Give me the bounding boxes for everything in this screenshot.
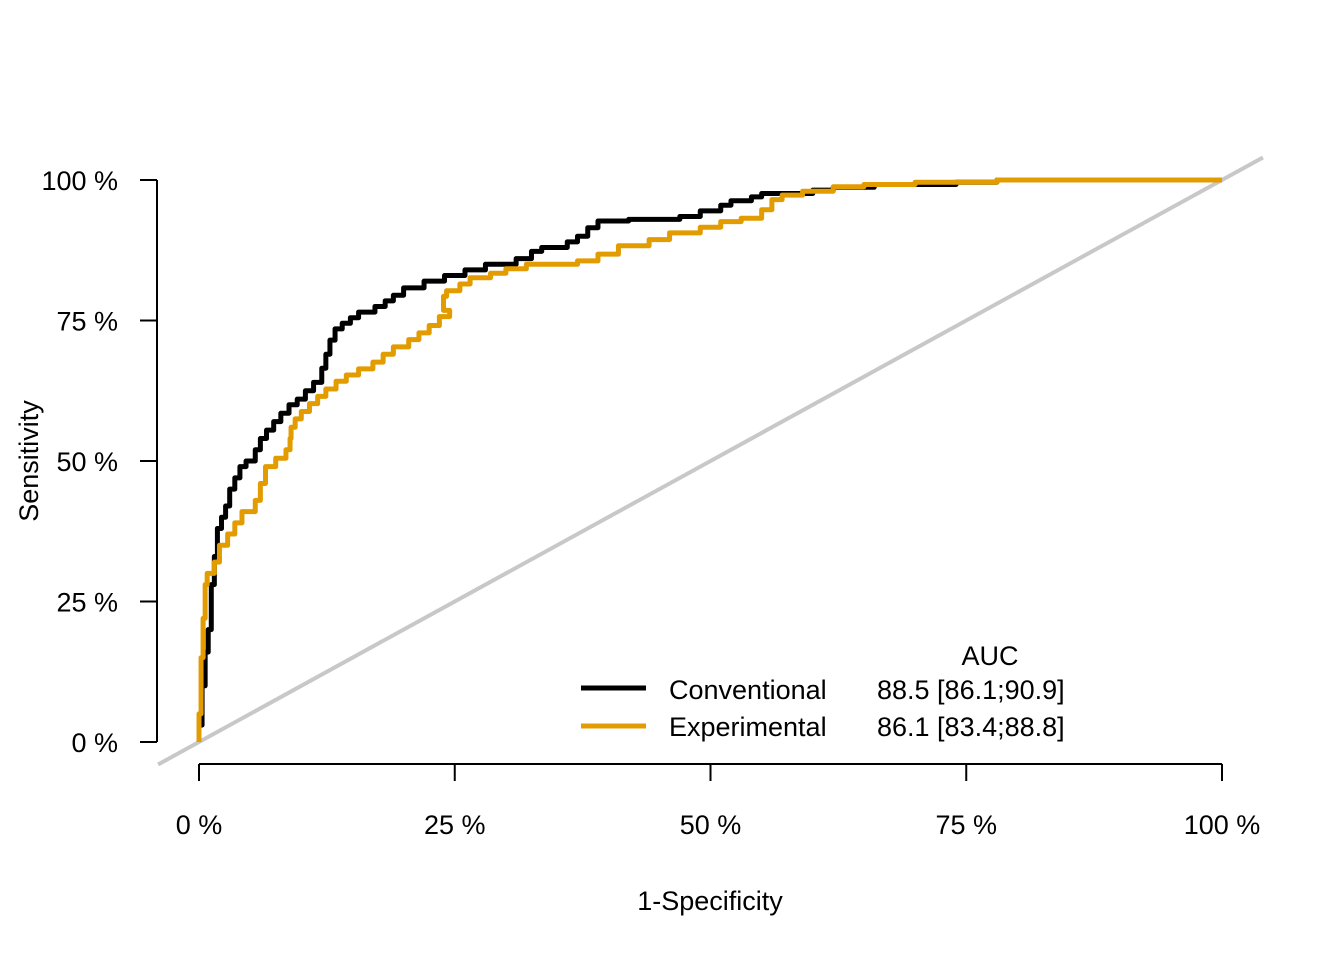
legend-label-experimental: Experimental (669, 712, 827, 742)
y-axis-title: Sensitivity (14, 400, 44, 522)
ticks-layer: 0 % 25 % 50 % 75 % 100 % 0 % 25 % 50 % 75 % 100 % (41, 166, 1260, 840)
legend-header: AUC (961, 641, 1018, 671)
y-tick-label: 25 % (56, 588, 118, 618)
roc-curve-conventional (196, 177, 1222, 742)
y-tick-label: 100 % (41, 166, 118, 196)
legend-auc-conventional: 88.5 [86.1;90.9] (877, 675, 1065, 705)
x-tick-label: 75 % (935, 810, 997, 840)
diagonal-reference-line (157, 155, 1264, 767)
x-tick-label: 25 % (424, 810, 486, 840)
legend: AUC Conventional 88.5 [86.1;90.9] Experi… (581, 641, 1065, 742)
y-tick-label: 0 % (71, 728, 118, 758)
y-tick-label: 50 % (56, 447, 118, 477)
diagonal-reference-layer (157, 155, 1264, 767)
legend-auc-experimental: 86.1 [83.4;88.8] (877, 712, 1065, 742)
curves-layer (196, 177, 1222, 742)
x-axis-title: 1-Specificity (637, 886, 783, 916)
x-tick-label: 50 % (680, 810, 742, 840)
x-tick-label: 0 % (176, 810, 223, 840)
legend-label-conventional: Conventional (669, 675, 827, 705)
x-tick-label: 100 % (1184, 810, 1261, 840)
y-tick-label: 75 % (56, 307, 118, 337)
roc-curve-experimental (196, 177, 1222, 742)
